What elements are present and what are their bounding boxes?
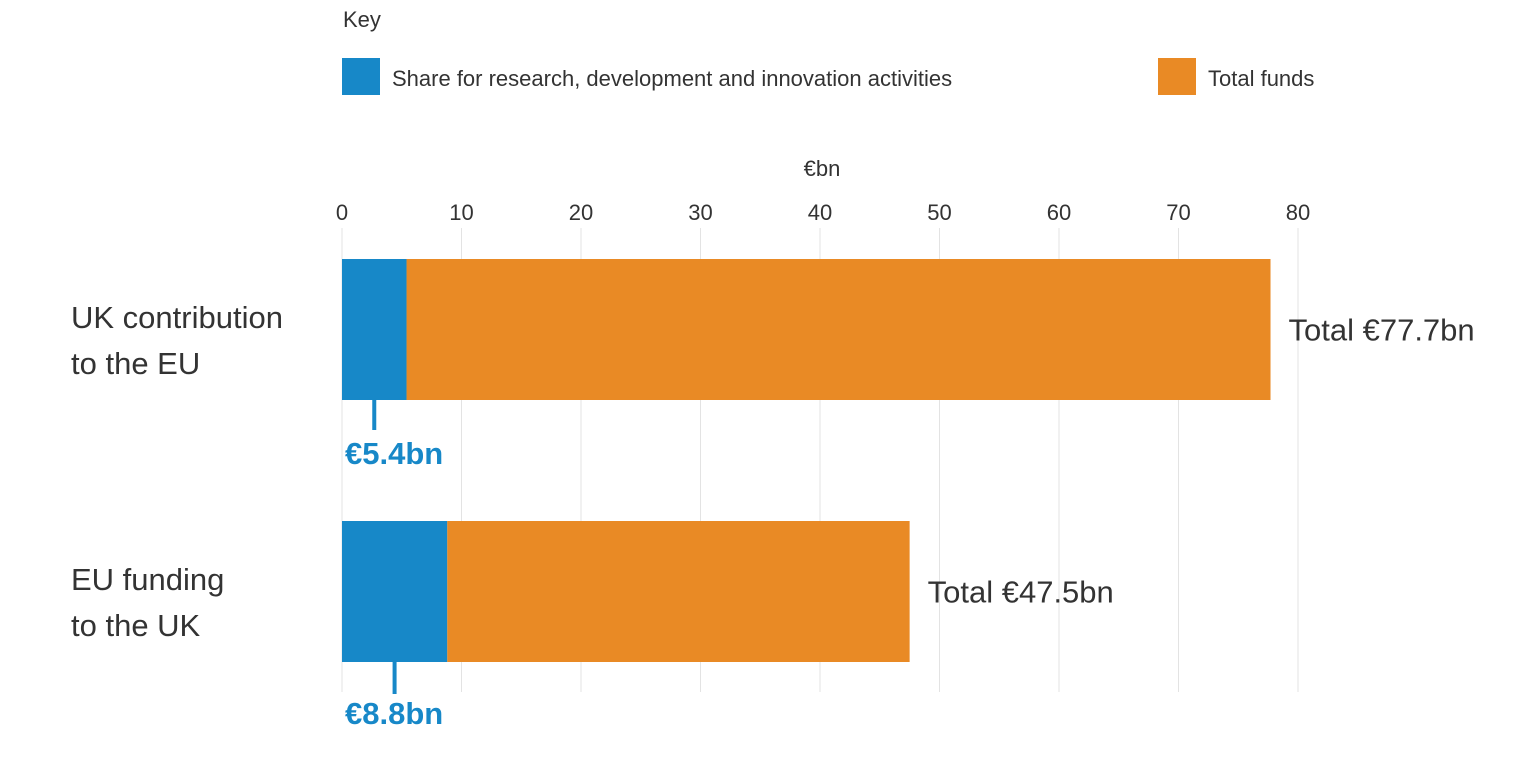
bar-group: EU funding to the UK Total €47.5bn €8.8bn (71, 521, 1114, 731)
category-label: UK contribution (71, 300, 283, 335)
legend-swatch-rd (342, 58, 380, 95)
x-tick-label: 20 (569, 200, 593, 225)
category-label: EU funding (71, 562, 224, 597)
legend: Key Share for research, development and … (342, 7, 1314, 95)
x-tick-label: 0 (336, 200, 348, 225)
bar-total-funds (447, 521, 910, 662)
x-tick-label: 60 (1047, 200, 1071, 225)
axis-title: €bn (804, 156, 841, 181)
x-tick-label: 70 (1166, 200, 1190, 225)
legend-label-total: Total funds (1208, 66, 1314, 91)
bar-group: UK contribution to the EU Total €77.7bn €5.… (71, 259, 1475, 471)
bar-rd-share (342, 259, 407, 400)
x-tick-label: 30 (688, 200, 712, 225)
rd-value-label: €5.4bn (345, 436, 443, 471)
rd-value-label: €8.8bn (345, 696, 443, 731)
x-tick-label: 80 (1286, 200, 1310, 225)
legend-swatch-total (1158, 58, 1196, 95)
bar-rd-share (342, 521, 448, 662)
total-label: Total €47.5bn (928, 575, 1114, 610)
x-tick-label: 50 (927, 200, 951, 225)
x-tick-label: 40 (808, 200, 832, 225)
x-tick-label: 10 (449, 200, 473, 225)
legend-label-rd: Share for research, development and inno… (392, 66, 952, 91)
bars: UK contribution to the EU Total €77.7bn €5.… (71, 259, 1475, 731)
legend-title: Key (343, 7, 381, 32)
category-label: to the UK (71, 608, 201, 643)
x-axis-ticks: 0 10 20 30 40 50 60 70 80 (336, 200, 1310, 225)
total-label: Total €77.7bn (1289, 313, 1475, 348)
bar-total-funds (406, 259, 1271, 400)
category-label: to the EU (71, 346, 200, 381)
